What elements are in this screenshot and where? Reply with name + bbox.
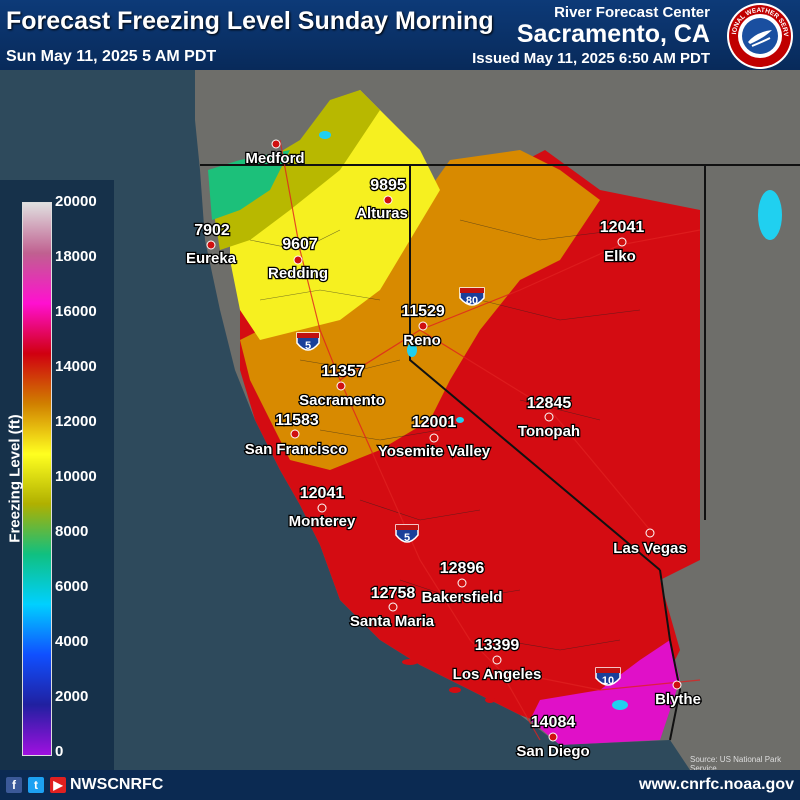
agency-name: River Forecast Center [554, 4, 710, 21]
city-alturas: 9895 Alturas [355, 176, 409, 224]
svg-text:5: 5 [404, 532, 410, 544]
svg-text:Bakersfield: Bakersfield [422, 589, 503, 606]
svg-text:Sacramento: Sacramento [299, 392, 385, 409]
forecast-region [208, 90, 700, 745]
legend: 20000 18000 16000 14000 12000 10000 8000… [0, 180, 114, 770]
svg-text:11357: 11357 [321, 363, 365, 380]
legend-tick: 0 [55, 743, 64, 760]
legend-tick: 2000 [55, 688, 89, 705]
county-lines [249, 219, 641, 651]
legend-tick: 8000 [55, 523, 89, 540]
city-eureka: 7902 Eureka [185, 221, 238, 269]
city-san-francisco: 11583 San Francisco [243, 411, 348, 460]
svg-text:Blythe: Blythe [655, 691, 701, 708]
svg-text:7902: 7902 [194, 222, 230, 239]
svg-text:12896: 12896 [440, 560, 485, 577]
city-monterey: 12041 Monterey [287, 484, 357, 532]
city-medford: Medford [244, 139, 306, 168]
city-sacramento: 11357 Sacramento [298, 362, 386, 411]
svg-text:11583: 11583 [275, 412, 319, 429]
facebook-icon[interactable]: f [6, 777, 22, 793]
city-santa-maria: 12758 Santa Maria [349, 584, 436, 632]
office-city: Sacramento, CA [516, 20, 710, 48]
legend-tick: 6000 [55, 578, 89, 595]
legend-tick: 20000 [55, 193, 97, 210]
svg-text:Monterey: Monterey [289, 513, 356, 530]
city-tonopah: 12845 Tonopah [517, 394, 582, 442]
svg-text:11529: 11529 [401, 303, 445, 320]
svg-text:12041: 12041 [600, 219, 645, 236]
svg-text:Redding: Redding [268, 265, 328, 282]
footer: f t ▶ NWSCNRFC www.cnrfc.noaa.gov [0, 770, 800, 800]
svg-text:Tonopah: Tonopah [518, 423, 580, 440]
header: Forecast Freezing Level Sunday Morning S… [0, 0, 800, 70]
city-elko: 12041 Elko [599, 218, 646, 267]
channel-islands [402, 659, 495, 703]
svg-text:San Diego: San Diego [516, 743, 589, 760]
city-los-angeles: 13399 Los Angeles [451, 636, 542, 685]
svg-text:12041: 12041 [300, 485, 345, 502]
source-credit: Source: US National Park Service [690, 755, 782, 773]
freezing-level-map: 5 80 5 10 Medford 9895 Alturas 7902 [0, 70, 800, 770]
city-blythe: Blythe [654, 680, 702, 709]
legend-label: Freezing Level (ft) [6, 414, 24, 543]
svg-text:14084: 14084 [531, 714, 576, 731]
svg-text:12758: 12758 [371, 585, 416, 602]
city-reno: 11529 Reno [400, 302, 446, 351]
svg-text:80: 80 [466, 295, 478, 307]
svg-text:Yosemite Valley: Yosemite Valley [378, 443, 491, 460]
city-san-diego: 14084 San Diego [515, 713, 591, 762]
interstate-5-north-shield: 5 [296, 332, 320, 352]
svg-text:Reno: Reno [403, 332, 441, 349]
svg-text:Santa Maria: Santa Maria [350, 613, 435, 630]
svg-text:San Francisco: San Francisco [245, 441, 348, 458]
legend-color-bar [22, 202, 52, 756]
valid-time: Sun May 11, 2025 5 AM PDT [6, 48, 217, 65]
svg-text:9895: 9895 [370, 177, 406, 194]
svg-text:Alturas: Alturas [356, 205, 408, 222]
interstate-5-south-shield: 5 [395, 524, 419, 544]
svg-text:Medford: Medford [245, 150, 304, 167]
youtube-icon[interactable]: ▶ [50, 777, 66, 793]
legend-tick: 4000 [55, 633, 89, 650]
legend-tick: 12000 [55, 413, 97, 430]
highway-network [279, 139, 701, 741]
legend-tick: 16000 [55, 303, 97, 320]
svg-text:12845: 12845 [527, 395, 572, 412]
page-title: Forecast Freezing Level Sunday Morning [6, 7, 494, 35]
svg-text:Elko: Elko [604, 248, 636, 265]
svg-text:Los Angeles: Los Angeles [453, 666, 542, 683]
lakes [319, 131, 782, 710]
svg-text:9607: 9607 [282, 236, 318, 253]
issued-time: Issued May 11, 2025 6:50 AM PDT [472, 50, 710, 67]
legend-tick: 14000 [55, 358, 97, 375]
state-borders [200, 164, 800, 741]
city-las-vegas: Las Vegas [612, 528, 688, 558]
legend-tick: 10000 [55, 468, 97, 485]
svg-text:5: 5 [305, 340, 311, 352]
svg-text:13399: 13399 [475, 637, 520, 654]
svg-text:12001: 12001 [412, 414, 457, 431]
city-yosemite-valley: 12001 Yosemite Valley [377, 413, 492, 462]
nws-logo: NATIONAL WEATHER SERVICE [726, 2, 793, 69]
interstate-80-shield: 80 [459, 287, 485, 307]
svg-text:Las Vegas: Las Vegas [613, 540, 686, 557]
city-redding: 9607 Redding [267, 235, 330, 284]
website-link[interactable]: www.cnrfc.noaa.gov [639, 776, 794, 793]
social-handle[interactable]: NWSCNRFC [70, 776, 164, 793]
svg-text:Eureka: Eureka [186, 250, 237, 267]
interstate-10-shield: 10 [595, 667, 621, 687]
legend-tick: 18000 [55, 248, 97, 265]
svg-text:10: 10 [602, 675, 614, 687]
city-bakersfield: 12896 Bakersfield [420, 559, 503, 608]
twitter-icon[interactable]: t [28, 777, 44, 793]
